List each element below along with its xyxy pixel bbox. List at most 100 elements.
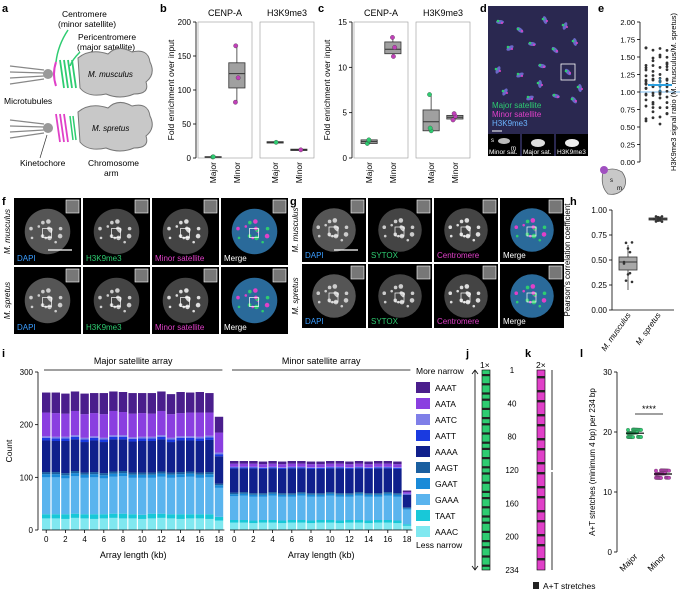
bar-segment-taat bbox=[288, 520, 296, 523]
channel-label: DAPI bbox=[17, 254, 36, 263]
chromosome-label: Chromosome bbox=[88, 158, 139, 168]
nuclear-spot bbox=[324, 290, 327, 293]
bar-segment-gaaa bbox=[80, 478, 88, 514]
data-point bbox=[659, 476, 663, 480]
bar-segment-aata bbox=[42, 413, 50, 437]
at-stretch-mark bbox=[482, 482, 490, 484]
bar-segment-gaat bbox=[42, 474, 50, 477]
data-point bbox=[211, 155, 215, 159]
bar-segment-attc bbox=[326, 467, 334, 468]
bar-segment-aagt bbox=[52, 472, 60, 474]
bar-segment-taat bbox=[157, 514, 165, 518]
nuclear-spot bbox=[31, 306, 34, 309]
bar-segment-aaaa bbox=[288, 468, 296, 493]
nuclear-spot bbox=[169, 237, 172, 240]
nuclear-spot bbox=[253, 219, 258, 224]
bar-segment-gaat bbox=[278, 495, 286, 497]
position-tick-label: 234 bbox=[505, 566, 519, 575]
panel-letter-e: e bbox=[598, 3, 604, 15]
x-tick-label: 0 bbox=[232, 535, 237, 544]
nuclear-spot bbox=[253, 288, 258, 293]
at-stretch-mark bbox=[537, 544, 545, 546]
y-tick-label: 15 bbox=[338, 18, 347, 27]
bar-segment-gaat bbox=[205, 474, 213, 477]
bar-segment-aatt bbox=[336, 467, 344, 468]
data-point bbox=[652, 74, 655, 77]
major-sat-spot bbox=[527, 96, 530, 99]
y-tick-label: 1.00 bbox=[620, 88, 635, 97]
nuclear-spot bbox=[110, 290, 114, 294]
nuclear-spot bbox=[44, 237, 47, 240]
data-point bbox=[390, 35, 394, 39]
nuclear-spot bbox=[390, 290, 393, 293]
row-label: M. spretus bbox=[291, 277, 300, 314]
y-tick-label: 0.50 bbox=[591, 256, 607, 265]
bar-segment-gaat bbox=[316, 495, 324, 497]
nuclear-spot bbox=[54, 241, 57, 244]
bar-segment-aatt bbox=[148, 438, 156, 441]
at-stretch-mark bbox=[482, 457, 490, 459]
category-label: M. spretus bbox=[634, 311, 663, 347]
x-tick-label: 2 bbox=[63, 535, 68, 544]
bar-segment-attc bbox=[259, 467, 267, 468]
bar-segment-aagt bbox=[364, 493, 372, 495]
bar-segment-aaac bbox=[374, 523, 382, 530]
bar-segment-aagt bbox=[249, 493, 257, 495]
nucleus bbox=[94, 278, 140, 324]
bar-segment-aata bbox=[167, 414, 175, 438]
bar-segment-aaat bbox=[167, 394, 175, 414]
bar-segment-aaaa bbox=[167, 442, 175, 473]
legend-minor-satellite: Minor satellite bbox=[492, 110, 542, 119]
at-stretch-mark bbox=[537, 558, 545, 560]
row-label: M. spretus bbox=[3, 282, 12, 319]
data-point bbox=[274, 140, 278, 144]
bar-segment-taat bbox=[345, 520, 353, 523]
nuclear-spot bbox=[516, 301, 519, 304]
y-axis-label: Fold enrichment over input bbox=[166, 39, 176, 140]
bar-segment-aaat bbox=[355, 461, 363, 464]
at-stretch-mark bbox=[537, 424, 545, 426]
channel-label: SYTOX bbox=[371, 317, 399, 326]
zoom-inset bbox=[549, 266, 562, 279]
bar-segment-aagt bbox=[167, 473, 175, 475]
minor-sat-spot bbox=[557, 96, 559, 98]
category-label: Major bbox=[426, 162, 436, 183]
nuclear-spot bbox=[38, 225, 41, 228]
nucleus bbox=[378, 208, 422, 252]
data-point bbox=[645, 93, 648, 96]
bar-segment-aaaa bbox=[205, 440, 213, 472]
bar-segment-aatt bbox=[61, 438, 69, 441]
chromosome-centromere-dot bbox=[600, 166, 608, 174]
bar-segment-aagt bbox=[128, 473, 136, 475]
x-axis-label: Array length (kb) bbox=[288, 550, 355, 560]
bar-segment-aaat bbox=[345, 462, 353, 465]
x-tick-label: 8 bbox=[121, 535, 126, 544]
bar-segment-gaat bbox=[52, 474, 60, 477]
major-sat-spot bbox=[517, 73, 520, 76]
bar-segment-gaat bbox=[71, 473, 79, 476]
data-point bbox=[667, 469, 671, 473]
bar-segment-aaat bbox=[42, 393, 50, 413]
group-title: Minor satellite array bbox=[282, 356, 361, 366]
bar-segment-aaac bbox=[316, 523, 324, 530]
bar-segment-aaac bbox=[278, 523, 286, 530]
channel-label: Minor satellite bbox=[155, 254, 205, 263]
data-point bbox=[645, 87, 648, 90]
category-label: Minor bbox=[232, 162, 242, 183]
bar-segment-aatt bbox=[42, 438, 50, 441]
data-point bbox=[659, 106, 662, 109]
y-tick-label: 50 bbox=[182, 120, 191, 129]
bar-segment-aaac bbox=[109, 518, 117, 530]
bar-segment-aaac bbox=[167, 518, 175, 530]
zoom-inset bbox=[135, 269, 148, 282]
at-stretch-mark bbox=[482, 522, 490, 524]
bar-segment-aaac bbox=[71, 518, 79, 530]
nuclear-spot bbox=[538, 239, 541, 242]
data-point bbox=[452, 111, 456, 115]
data-point bbox=[652, 49, 655, 52]
nuclear-spot bbox=[59, 296, 63, 300]
at-stretch-mark bbox=[537, 472, 545, 474]
nuclear-spot bbox=[182, 306, 185, 309]
bar-segment-aata bbox=[393, 464, 401, 467]
bar-segment-aatt bbox=[205, 437, 213, 440]
